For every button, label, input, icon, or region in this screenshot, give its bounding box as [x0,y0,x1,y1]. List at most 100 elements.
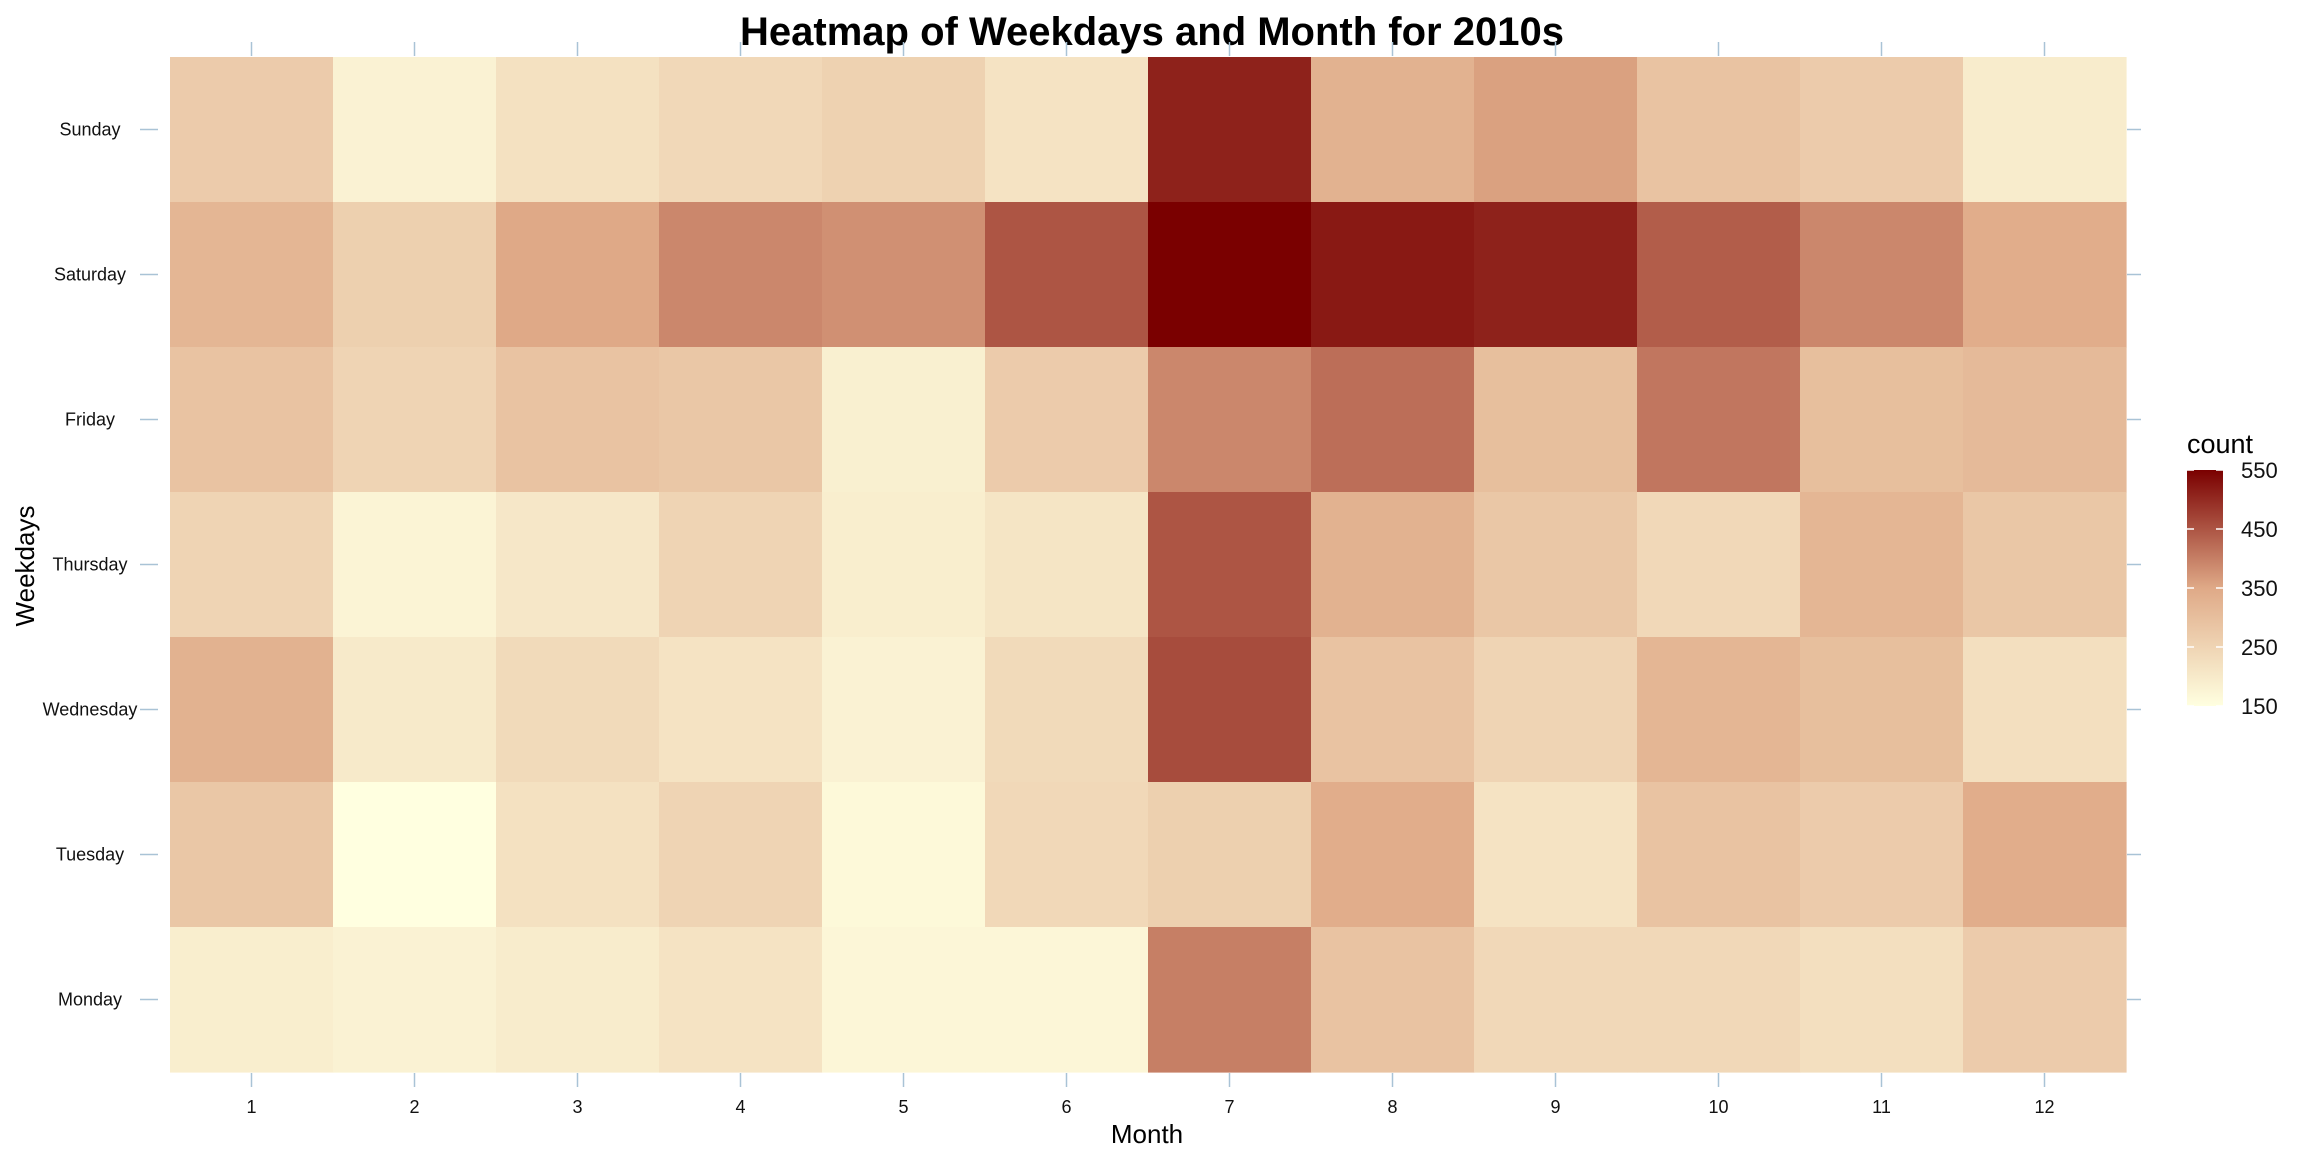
heatmap-cell [1474,637,1638,783]
heatmap-cell [1474,927,1638,1073]
x-tick-label: 7 [1224,1097,1234,1117]
y-tick-label: Monday [58,990,122,1010]
heatmap-cell [1311,637,1475,783]
heatmap-cell [333,492,497,638]
legend-title: count [2187,429,2254,459]
heatmap-cell [1474,202,1638,348]
y-tick-label: Wednesday [43,700,138,720]
heatmap-cell [1800,637,1964,783]
x-axis-ticks: 1 2 3 4 5 6 7 8 9 10 11 12 [246,42,2055,1117]
x-tick-label: 6 [1061,1097,1071,1117]
heatmap-cell [1800,57,1964,203]
heatmap-cell [170,202,334,348]
heatmap-cell [1148,57,1312,203]
heatmap-cell [1637,637,1801,783]
heatmap-cell [1637,202,1801,348]
heatmap-cell [822,347,986,493]
heatmap-cell [1148,927,1312,1073]
heatmap-cell [1474,57,1638,203]
heatmap-cell [822,637,986,783]
heatmap-cell [659,347,823,493]
heatmap-cell [170,57,334,203]
y-tick-label: Friday [65,410,115,430]
heatmap-cell [170,637,334,783]
x-tick-label: 12 [2034,1097,2054,1117]
heatmap-cell [333,347,497,493]
heatmap-cell [822,57,986,203]
heatmap-cell [822,492,986,638]
heatmap-cells [170,57,2127,1073]
heatmap-cell [1963,492,2127,638]
heatmap-cell [170,492,334,638]
heatmap-cell [170,782,334,928]
heatmap-cell [985,347,1149,493]
heatmap-cell [1800,492,1964,638]
chart-title: Heatmap of Weekdays and Month for 2010s [740,10,1564,54]
heatmap-cell [1963,927,2127,1073]
heatmap-cell [1311,927,1475,1073]
heatmap-cell [1963,782,2127,928]
x-tick-label: 9 [1550,1097,1560,1117]
heatmap-cell [1311,202,1475,348]
heatmap-cell [1148,492,1312,638]
heatmap-cell [1637,782,1801,928]
heatmap-cell [1148,202,1312,348]
heatmap-cell [496,347,660,493]
heatmap-cell [1963,637,2127,783]
x-tick-label: 2 [409,1097,419,1117]
heatmap-cell [496,492,660,638]
y-tick-label: Sunday [59,120,120,140]
heatmap-cell [1474,347,1638,493]
heatmap-cell [985,637,1149,783]
heatmap-cell [333,782,497,928]
x-tick-label: 1 [246,1097,256,1117]
heatmap-cell [496,202,660,348]
heatmap-cell [1311,57,1475,203]
heatmap-cell [333,202,497,348]
y-tick-label: Saturday [54,265,126,285]
heatmap-cell [1148,637,1312,783]
heatmap-cell [1963,347,2127,493]
legend-tick-label: 250 [2241,635,2278,660]
heatmap-cell [822,202,986,348]
heatmap-cell [985,782,1149,928]
legend-tick-label: 450 [2241,517,2278,542]
heatmap-cell [659,927,823,1073]
heatmap-cell [1637,492,1801,638]
heatmap-cell [1474,492,1638,638]
heatmap-cell [1963,202,2127,348]
heatmap-cell [333,637,497,783]
heatmap-cell [496,782,660,928]
heatmap-cell [496,927,660,1073]
y-tick-label: Thursday [52,555,127,575]
heatmap-cell [496,57,660,203]
heatmap-cell [985,57,1149,203]
y-axis-title: Weekdays [10,506,40,627]
heatmap-cell [333,927,497,1073]
legend-tick-label: 150 [2241,694,2278,719]
heatmap-cell [822,782,986,928]
x-tick-label: 8 [1387,1097,1397,1117]
heatmap-cell [659,782,823,928]
legend-tick-label: 550 [2241,458,2278,483]
heatmap-cell [1311,492,1475,638]
heatmap-cell [822,927,986,1073]
heatmap-cell [1800,347,1964,493]
x-tick-label: 11 [1872,1097,1891,1117]
heatmap-cell [496,637,660,783]
heatmap-cell [1637,347,1801,493]
legend-ticks: 550 450 350 250 150 [2187,458,2278,719]
x-tick-label: 4 [735,1097,745,1117]
heatmap-cell [1311,347,1475,493]
heatmap-cell [659,57,823,203]
heatmap-cell [659,202,823,348]
heatmap-cell [1311,782,1475,928]
heatmap-cell [1474,782,1638,928]
heatmap-cell [985,492,1149,638]
y-tick-label: Tuesday [56,845,124,865]
heatmap-cell [985,202,1149,348]
heatmap-cell [1800,782,1964,928]
heatmap-cell [170,347,334,493]
heatmap-cell [1637,57,1801,203]
